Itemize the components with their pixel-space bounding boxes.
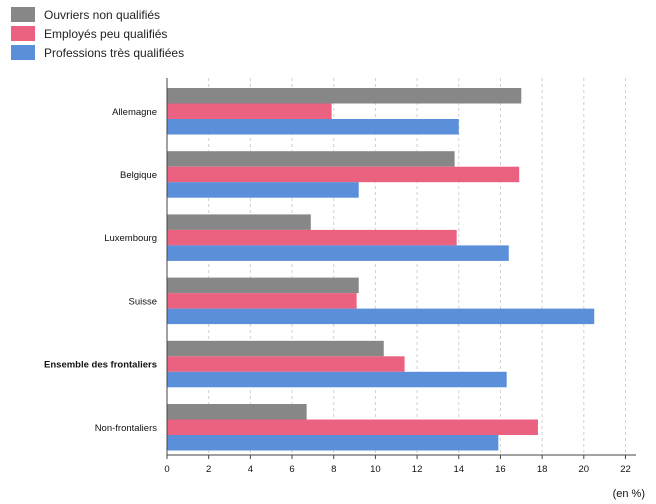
bar-suisse-employes-peu-qualifies (167, 293, 357, 309)
bar-belgique-employes-peu-qualifies (167, 166, 520, 183)
bar-allemagne-employes-peu-qualifies (167, 103, 332, 119)
category-label-non-frontaliers: Non-frontaliers (95, 423, 158, 434)
legend-swatch-ouvriers-non-qualifies (11, 7, 35, 22)
legend-label-employes-peu-qualifies: Employés peu qualifiés (44, 27, 167, 41)
x-tick-label-12: 12 (412, 464, 423, 475)
x-tick-label-8: 8 (331, 464, 336, 475)
x-tick-label-10: 10 (370, 464, 381, 475)
x-tick-label-16: 16 (495, 464, 506, 475)
grid-lines (208, 78, 626, 455)
bar-suisse-professions-tres-qualifiees (167, 308, 595, 325)
x-axis-unit-label: (en %) (613, 488, 645, 500)
bar-ensemble-des-frontaliers-professions-tres-qualifiees (167, 371, 507, 388)
x-tick-label-18: 18 (537, 464, 548, 475)
category-labels: Allemagne Belgique Luxembourg Suisse Ensembl… (44, 107, 157, 434)
x-tick-label-22: 22 (620, 464, 631, 475)
bar-suisse-ouvriers-non-qualifies (167, 277, 359, 294)
legend-label-professions-tres-qualifiees: Professions très qualifiées (44, 46, 184, 60)
x-tick-label-14: 14 (453, 464, 464, 475)
legend-swatch-employes-peu-qualifies (11, 26, 35, 41)
category-label-belgique: Belgique (120, 170, 157, 181)
legend-swatch-professions-tres-qualifiees (11, 45, 35, 60)
bar-belgique-professions-tres-qualifiees (167, 182, 359, 198)
bar-non-frontaliers-ouvriers-non-qualifies (167, 404, 307, 420)
x-tick-label-6: 6 (289, 464, 294, 475)
bar-luxembourg-employes-peu-qualifies (167, 229, 457, 246)
category-label-suisse: Suisse (128, 296, 157, 307)
bar-allemagne-ouvriers-non-qualifies (167, 88, 522, 104)
category-label-luxembourg: Luxembourg (104, 233, 157, 244)
x-tick-label-20: 20 (579, 464, 590, 475)
x-tick-label-2: 2 (206, 464, 211, 475)
category-label-ensemble-des-frontaliers: Ensemble des frontaliers (44, 360, 157, 371)
x-tick-label-0: 0 (164, 464, 169, 475)
bar-ensemble-des-frontaliers-employes-peu-qualifies (167, 356, 405, 372)
bar-non-frontaliers-employes-peu-qualifies (167, 419, 538, 435)
bar-ensemble-des-frontaliers-ouvriers-non-qualifies (167, 340, 384, 357)
bar-non-frontaliers-professions-tres-qualifiees (167, 435, 499, 451)
bar-allemagne-professions-tres-qualifiees (167, 119, 459, 135)
x-tick-label-4: 4 (248, 464, 253, 475)
legend: Ouvriers non qualifiés Employés peu quali… (11, 7, 184, 60)
x-axis: 0 2 4 6 8 10 12 14 16 18 20 22 (164, 78, 636, 475)
bar-belgique-ouvriers-non-qualifies (167, 151, 455, 167)
bar-luxembourg-ouvriers-non-qualifies (167, 214, 311, 230)
bar-luxembourg-professions-tres-qualifiees (167, 245, 509, 261)
legend-label-ouvriers-non-qualifies: Ouvriers non qualifiés (44, 8, 160, 22)
category-label-allemagne: Allemagne (112, 107, 157, 118)
bars (167, 88, 595, 451)
